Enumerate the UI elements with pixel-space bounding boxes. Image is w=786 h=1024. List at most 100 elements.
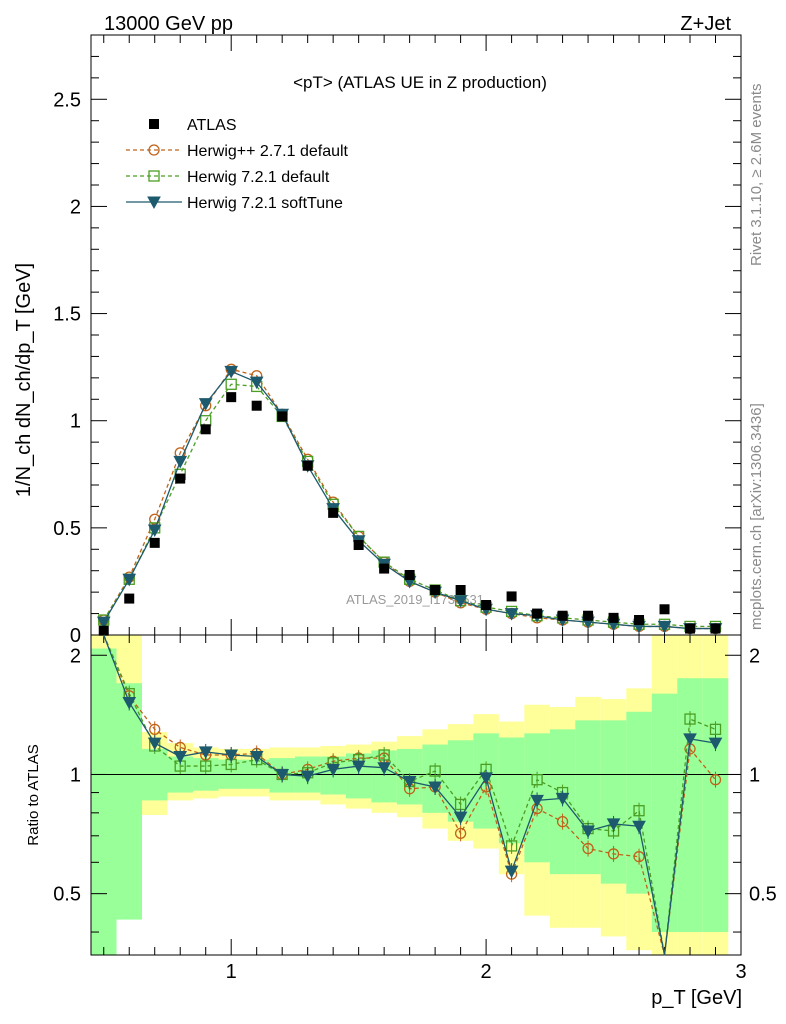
ratio-point-1 [200, 760, 212, 772]
watermark: ATLAS_2019_I1736531 [346, 592, 484, 607]
ratio-point-0 [633, 851, 645, 863]
ratio-point-2 [428, 781, 442, 794]
ratio-point-2 [173, 751, 188, 764]
y-tick-label: 1.5 [53, 304, 81, 326]
y-tick-label: 0 [70, 625, 81, 647]
data-point [200, 424, 211, 435]
ratio-point-2 [377, 762, 391, 775]
legend-label-atlas: ATLAS [187, 117, 237, 134]
data-point [634, 615, 645, 625]
ratio-point-0 [556, 816, 569, 828]
ratio-point-2 [351, 760, 366, 774]
data-point [175, 473, 186, 484]
ratio-band-green [498, 737, 525, 844]
data-point [328, 507, 339, 518]
legend: ATLAS Herwig++ 2.7.1 default Herwig 7.2.1 … [126, 117, 349, 212]
legend-label-1: Herwig 7.2.1 default [187, 169, 330, 186]
data-point [226, 392, 237, 403]
y-tick-label: 0.5 [53, 518, 81, 540]
series-point-2 [147, 524, 162, 538]
series-line-0 [103, 368, 716, 630]
ratio-tick-label-left: 0.5 [53, 884, 81, 906]
data-point [481, 600, 492, 610]
series-point-0 [149, 513, 161, 525]
ratio-point-2 [453, 811, 468, 825]
data-point [302, 460, 313, 471]
legend-marker-2 [147, 196, 161, 210]
data-point [583, 610, 594, 621]
data-point [404, 570, 415, 580]
ratio-point-0 [149, 723, 161, 735]
series-point-2 [657, 620, 672, 634]
ratio-point-0 [607, 848, 620, 860]
ratio-point-1 [429, 765, 441, 777]
ratio-point-1 [505, 840, 518, 852]
ratio-point-2 [122, 696, 137, 710]
series-point-2 [96, 616, 111, 630]
series-point-1 [225, 378, 237, 390]
series-point-2 [249, 376, 264, 390]
ratio-point-2 [249, 751, 264, 764]
series-line-2 [103, 370, 716, 630]
y-tick-label: 1 [70, 411, 81, 433]
y-tick-label: 2 [70, 196, 81, 218]
ratio-tick-label-right: 0.5 [749, 884, 777, 906]
data-point [98, 625, 109, 636]
legend-marker-atlas [149, 119, 159, 129]
legend-label-2: Herwig 7.2.1 softTune [187, 195, 343, 212]
ratio-band-green [651, 693, 678, 933]
x-axis-title: p_T [GeV] [651, 987, 742, 1009]
ratio-point-2 [402, 775, 417, 789]
ratio-point-2 [504, 865, 519, 879]
data-point [455, 585, 466, 595]
ratio-point-2 [530, 794, 544, 808]
ratio-point-1 [709, 723, 722, 735]
data-point [506, 591, 517, 602]
data-point [430, 585, 441, 595]
ratio-point-2 [300, 770, 315, 784]
header-right: Z+Jet [680, 13, 731, 35]
ratio-point-2 [683, 733, 697, 746]
series-line-1 [103, 383, 716, 628]
x-tick-label: 3 [735, 961, 746, 983]
y-axis-title-ratio: Ratio to ATLAS [25, 744, 42, 845]
data-point [277, 411, 288, 422]
ratio-point-2 [326, 763, 340, 777]
y-tick-label: 2.5 [53, 89, 81, 111]
data-point [251, 400, 262, 411]
y-axis-title-main: 1/N_ch dN_ch/dp_T [GeV] [13, 263, 35, 497]
data-point [353, 540, 364, 550]
data-point [557, 610, 568, 621]
ratio-tick-label-right: 1 [749, 764, 760, 786]
ratio-point-2 [275, 768, 290, 782]
ratio-band-green [116, 683, 142, 920]
x-tick-label: 1 [226, 961, 237, 983]
ratio-point-1 [531, 774, 543, 786]
legend-marker-1 [148, 170, 160, 182]
data-point [532, 608, 543, 619]
ratio-point-2 [632, 820, 646, 834]
data-point [710, 623, 721, 634]
series-point-2 [173, 455, 188, 469]
ratio-band-green [91, 648, 117, 955]
rivet-label: Rivet 3.1.10, ≥ 2.6M events [748, 84, 765, 267]
ratio-tick-label-right: 2 [749, 645, 760, 667]
mcplots-label: mcplots.cern.ch [arXiv:1306.3436] [748, 403, 765, 630]
legend-marker-0 [148, 144, 160, 156]
series-point-2 [453, 595, 468, 608]
ratio-point-2 [147, 737, 162, 751]
data-point [149, 537, 160, 548]
ratio-point-2 [708, 737, 723, 751]
ratio-point-2 [581, 825, 595, 838]
ratio-point-2 [479, 772, 493, 785]
ratio-point-2 [555, 792, 570, 806]
legend-label-0: Herwig++ 2.7.1 default [187, 143, 349, 160]
ratio-point-0 [454, 827, 467, 840]
data-point [124, 593, 135, 604]
ratio-point-0 [709, 774, 722, 786]
y-axis-title-main-text: 1/N_ch dN_ch/dp_T [GeV] [13, 263, 35, 497]
ratio-plot-frame [90, 634, 742, 956]
ratio-band-green [702, 678, 729, 933]
ratio-point-2 [198, 746, 213, 759]
